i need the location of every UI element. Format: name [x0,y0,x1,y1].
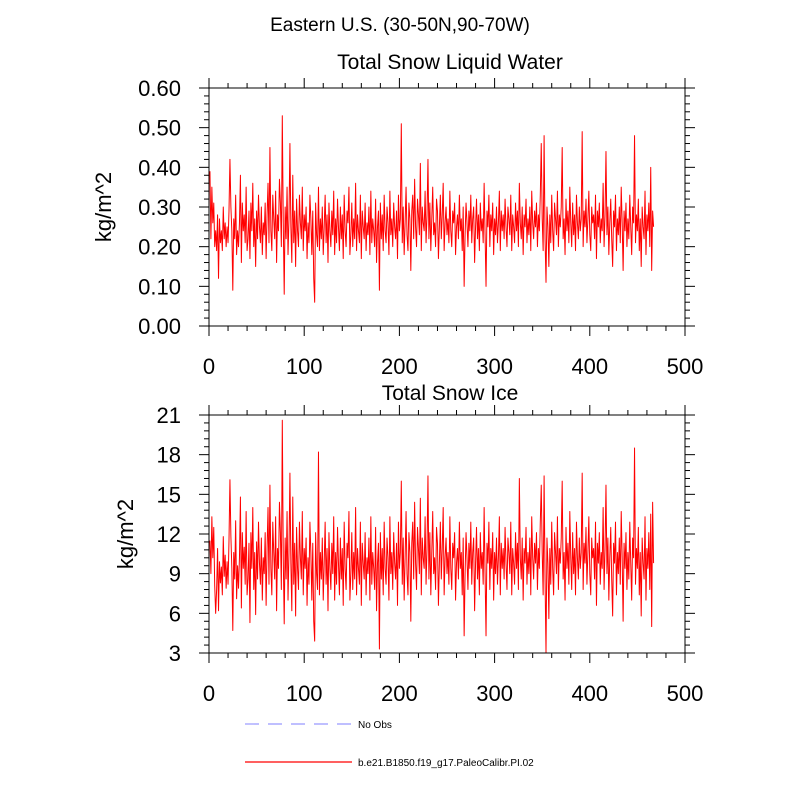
figure-title: Eastern U.S. (30-50N,90-70W) [270,15,530,36]
y-tick-label: 15 [157,482,181,507]
x-tick-label: 400 [571,681,608,706]
legend-model-label: b.e21.B1850.f19_g17.PaleoCalibr.PI.02 [358,758,534,769]
x-tick-label: 100 [286,354,323,379]
x-tick-label: 500 [667,681,704,706]
x-tick-label: 0 [203,354,215,379]
panel-total-snow-ice: Total Snow Ice kg/m^2 0 100 200 300 400 500 3 6 9 1… [113,382,703,706]
y-tick-label: 9 [169,562,181,587]
y-tick-label: 12 [157,522,181,547]
legend: No Obs b.e21.B1850.f19_g17.PaleoCalibr.P… [245,720,534,769]
x-tick-label: 0 [203,681,215,706]
y-tick-label: 0.00 [138,314,181,339]
data-series-line [209,419,655,654]
y-tick-label: 6 [169,601,181,626]
y-tick-label: 0.40 [138,155,181,180]
y-axis-label: kg/m^2 [91,172,116,242]
x-tick-label: 500 [667,354,704,379]
x-tick-label: 200 [381,354,418,379]
chart-title: Total Snow Ice [382,382,519,405]
y-tick-label: 18 [157,443,181,468]
x-tick-label: 200 [381,681,418,706]
x-tick-label: 100 [286,681,323,706]
y-tick-label: 0.50 [138,116,181,141]
data-series-line [209,115,655,303]
y-tick-label: 0.20 [138,235,181,260]
chart-title: Total Snow Liquid Water [337,51,563,74]
legend-obs-label: No Obs [358,720,392,731]
y-tick-label: 0.10 [138,274,181,299]
y-axis-label: kg/m^2 [113,499,138,569]
x-tick-label: 300 [476,354,513,379]
y-tick-label: 0.30 [138,195,181,220]
x-tick-label: 300 [476,681,513,706]
y-tick-label: 21 [157,403,181,428]
panel-total-snow-liquid-water: Total Snow Liquid Water kg/m^2 0 100 200 300 4… [91,51,703,379]
x-tick-label: 400 [571,354,608,379]
y-tick-label: 3 [169,641,181,666]
y-tick-label: 0.60 [138,76,181,101]
